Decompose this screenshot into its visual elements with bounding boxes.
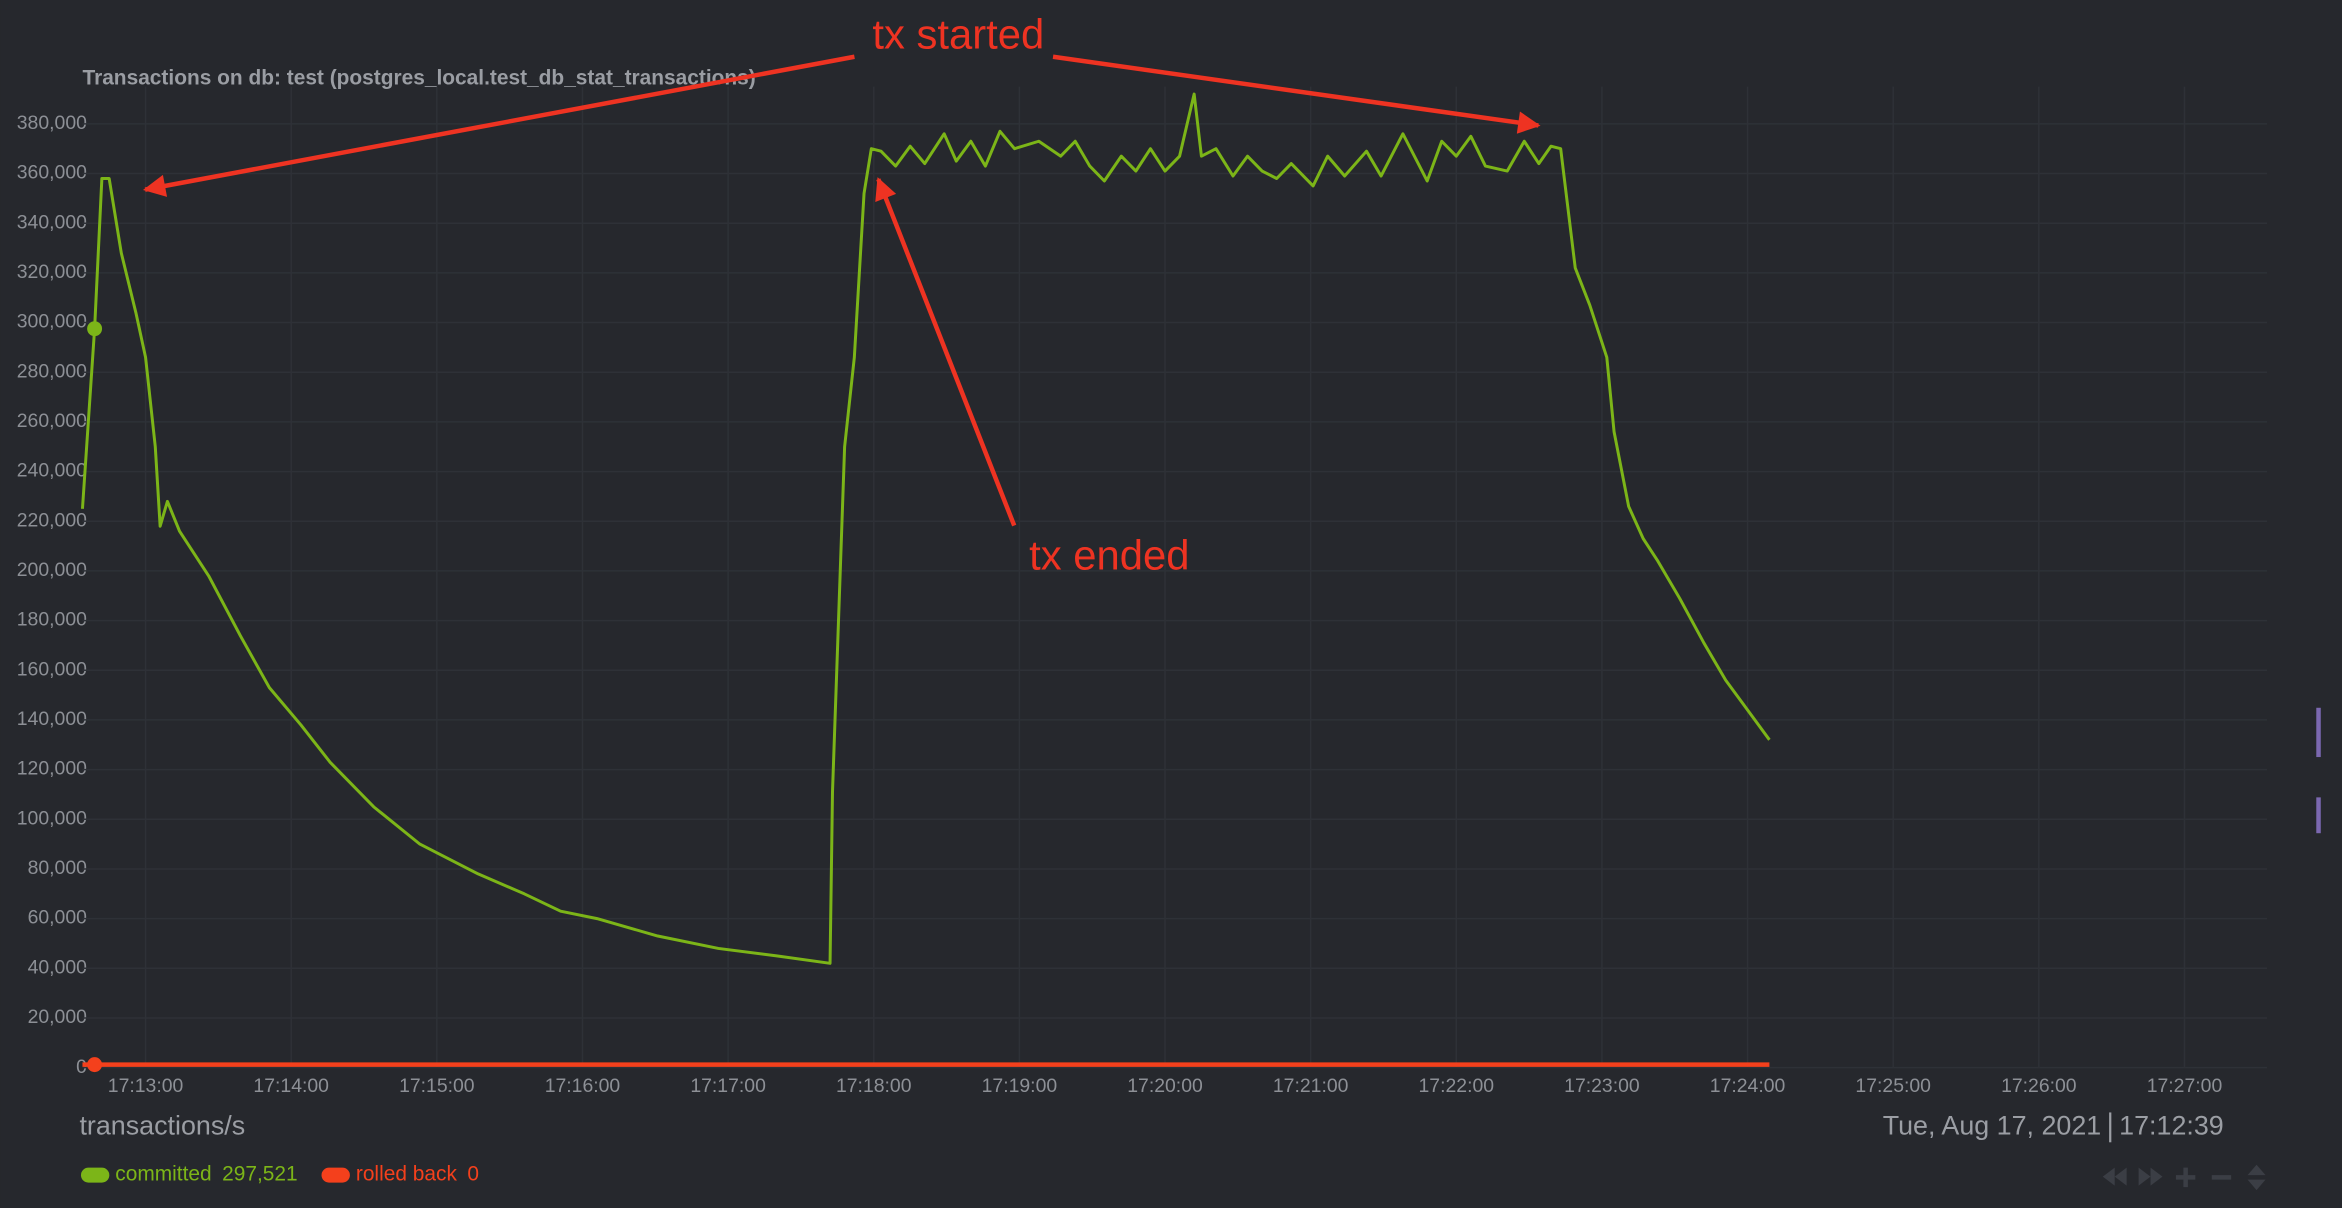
y-tick-label: 160,000: [17, 658, 87, 680]
x-tick-label: 17:18:00: [836, 1075, 912, 1097]
x-tick-label: 17:17:00: [690, 1075, 766, 1097]
y-tick-label: 260,000: [17, 410, 87, 432]
legend-label: committed: [115, 1163, 211, 1186]
selection-dot: [87, 321, 103, 337]
x-tick-label: 17:19:00: [982, 1075, 1058, 1097]
selection-dot: [87, 1057, 103, 1073]
y-tick-label: 100,000: [17, 807, 87, 829]
y-tick-label: 140,000: [17, 708, 87, 730]
zoom-out[interactable]: [2211, 1175, 2232, 1180]
legend-label: rolled back: [356, 1163, 458, 1186]
x-tick-label: 17:13:00: [108, 1075, 184, 1097]
y-tick-label: 380,000: [17, 112, 87, 134]
x-tick-label: 17:25:00: [1855, 1075, 1931, 1097]
selected-date: Tue, Aug 17, 2021: [1883, 1110, 2102, 1140]
y-tick-label: 20,000: [28, 1006, 88, 1028]
grid: 0 20,000 40,000 60,000 80,000 100,000 120,000 1…: [17, 86, 2268, 1097]
y-tick-label: 320,000: [17, 261, 87, 283]
x-tick-label: 17:14:00: [253, 1075, 329, 1097]
x-tick-label: 17:24:00: [1710, 1075, 1786, 1097]
pan-right[interactable]: [2138, 1167, 2163, 1186]
x-tick-label: 17:16:00: [545, 1075, 621, 1097]
y-tick-label: 80,000: [28, 857, 88, 879]
annotation-arrow: [1052, 54, 1541, 134]
x-tick-label: 17:23:00: [1564, 1075, 1640, 1097]
chart-title: Transactions on db: test (postgres_local…: [82, 67, 755, 90]
annotation: tx started: [872, 10, 1044, 57]
legend-swatch: [321, 1167, 350, 1183]
plot: [80, 92, 1771, 1073]
legend-swatch: [80, 1167, 110, 1183]
y-tick-label: 220,000: [17, 509, 87, 531]
annotation-arrow: [875, 177, 1017, 527]
x-tick-label: 17:21:00: [1273, 1075, 1349, 1097]
y-tick-label: 40,000: [28, 956, 88, 978]
y-tick-label: 180,000: [17, 609, 87, 631]
legend: committed 297,521 rolled back 0: [80, 1163, 479, 1186]
y-tick-label: 120,000: [17, 758, 87, 780]
y-tick-label: 60,000: [28, 907, 88, 929]
y-tick-label: 280,000: [17, 360, 87, 382]
units-label: transactions/s: [79, 1110, 245, 1140]
x-tick-label: 17:22:00: [1419, 1075, 1495, 1097]
selected-time: 17:12:39: [2119, 1110, 2224, 1140]
x-tick-label: 17:15:00: [399, 1075, 475, 1097]
y-tick-label: 240,000: [17, 460, 87, 482]
annotation: tx ended: [1029, 532, 1189, 579]
y-tick-label: 0: [76, 1056, 87, 1078]
scroll-marker: [2316, 707, 2321, 758]
series-line: [80, 92, 1771, 965]
legend-value: 297,521: [222, 1163, 298, 1186]
x-tick-label: 17:26:00: [2001, 1075, 2077, 1097]
y-tick-label: 200,000: [17, 559, 87, 581]
pan-left[interactable]: [2102, 1167, 2127, 1186]
zoom-in[interactable]: [2175, 1167, 2196, 1188]
resize[interactable]: [2247, 1164, 2266, 1191]
y-tick-label: 340,000: [17, 211, 87, 233]
y-tick-label: 360,000: [17, 162, 87, 184]
x-tick-label: 17:27:00: [2147, 1075, 2223, 1097]
y-tick-label: 300,000: [17, 311, 87, 333]
legend-value: 0: [467, 1163, 479, 1186]
scroll-marker: [2316, 797, 2321, 834]
nav-buttons[interactable]: [2102, 1164, 2266, 1191]
x-tick-label: 17:20:00: [1127, 1075, 1203, 1097]
annotation-arrow: [142, 54, 855, 197]
